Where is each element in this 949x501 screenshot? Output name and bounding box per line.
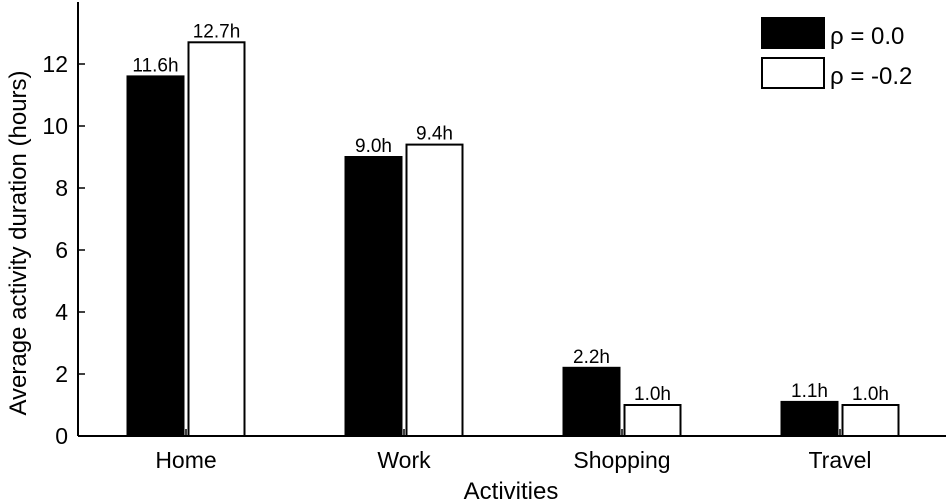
data-label: 9.4h xyxy=(416,124,453,145)
data-label: 1.1h xyxy=(791,381,828,402)
y-tick-label: 12 xyxy=(42,51,68,77)
data-label: 12.7h xyxy=(193,21,241,42)
data-label: 2.2h xyxy=(573,347,610,368)
legend-label-1: ρ = 0.0 xyxy=(830,23,904,50)
y-axis-title: Average activity duration (hours) xyxy=(5,70,32,415)
legend-swatch-1 xyxy=(761,17,825,49)
x-tick-label: Travel xyxy=(808,447,871,473)
y-tick-label: 0 xyxy=(55,423,68,449)
bar-series2-home xyxy=(187,41,246,438)
legend-label-2: ρ = -0.2 xyxy=(830,63,912,90)
bar-series1-travel xyxy=(780,400,839,437)
plot-area: 0 2 4 6 8 10 12 Home Work Shopping Travel 11.6h 9.0h… xyxy=(42,2,946,473)
x-tick-label: Shopping xyxy=(573,447,670,473)
y-tick-label: 8 xyxy=(55,175,68,201)
legend: ρ = 0.0 ρ = -0.2 xyxy=(761,17,912,90)
bar-series1-shopping xyxy=(562,366,621,437)
legend-swatch-2 xyxy=(761,57,825,89)
bar-series2-work xyxy=(405,143,464,437)
data-label: 9.0h xyxy=(355,136,392,157)
data-label: 1.0h xyxy=(852,384,889,405)
bar-series1-home xyxy=(126,75,185,438)
data-label: 1.0h xyxy=(634,384,671,405)
y-tick-label: 2 xyxy=(55,361,68,387)
x-tick-label: Work xyxy=(377,447,431,473)
y-tick-label: 4 xyxy=(55,299,68,325)
data-label: 11.6h xyxy=(132,55,178,76)
bar-series2-shopping xyxy=(623,404,682,437)
bar-series2-travel xyxy=(841,404,900,437)
y-tick-label: 6 xyxy=(55,237,68,263)
bar-series1-work xyxy=(344,156,403,437)
x-tick-label: Home xyxy=(155,447,216,473)
y-tick-label: 10 xyxy=(42,113,68,139)
x-axis-title: Activities xyxy=(464,478,559,501)
